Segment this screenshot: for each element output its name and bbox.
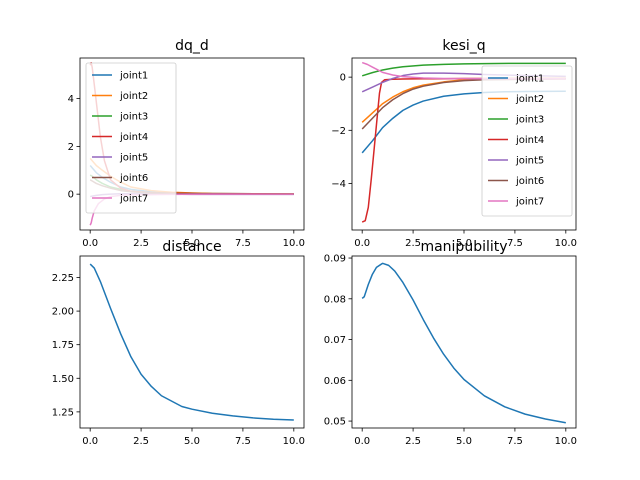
x-tick-label: 2.5 (133, 238, 149, 249)
y-tick-label: 1.75 (52, 340, 74, 351)
y-tick-label: 0 (340, 73, 346, 84)
x-tick-label: 0.0 (82, 436, 98, 447)
legend: joint1 joint2 joint3 joint4 joint5 joint6 join… (85, 62, 177, 214)
x-tick-label: 5.0 (184, 436, 200, 447)
y-tick-label: 0.09 (324, 254, 346, 265)
x-tick-label: 10.0 (283, 436, 305, 447)
y-tick-label: 2.00 (52, 307, 74, 318)
x-tick-label: 0.0 (354, 436, 370, 447)
subplot-distance: distance 0.0 2.5 5.0 7.5 10.0 1.25 1.50 1.75 2.0… (52, 239, 305, 447)
x-tick-label: 2.5 (405, 436, 421, 447)
series-line (89, 263, 294, 421)
x-tick-label: 0.0 (354, 238, 370, 249)
x-tick-label: 5.0 (456, 436, 472, 447)
axes-frame (351, 57, 577, 231)
axes-frame (351, 255, 577, 429)
x-tick-label: 2.5 (405, 238, 421, 249)
subplot-title: kesi_q (442, 38, 485, 54)
y-tick-label: 4 (68, 94, 74, 105)
plot-area (89, 263, 294, 421)
legend-label: joint5 (515, 156, 544, 167)
x-tick-label: 0.0 (82, 238, 98, 249)
legend-label: joint7 (119, 194, 148, 205)
subplot-kesi-q: kesi_q 0.0 2.5 5.0 7.5 10.0−4−20 joint1joint… (331, 38, 577, 249)
x-tick-label: 10.0 (555, 238, 577, 249)
x-tick-label: 2.5 (133, 436, 149, 447)
axis-ticks: 0.0 2.5 5.0 7.5 10.0 0 2 4 (68, 94, 305, 249)
axes-frame (79, 255, 305, 429)
y-tick-label: 0.05 (324, 417, 346, 428)
subplot-manipubility: manipubility 0.0 2.5 5.0 7.5 10.00.050.060.0… (324, 239, 577, 447)
x-tick-label: 10.0 (555, 436, 577, 447)
y-tick-label: 2 (68, 142, 74, 153)
subplot-title: manipubility (420, 239, 507, 255)
y-tick-label: 1.50 (52, 374, 74, 385)
y-tick-label: 0.07 (324, 335, 346, 346)
subplot-title: dq_d (175, 38, 209, 54)
y-tick-label: −2 (331, 126, 346, 137)
legend-label: joint5 (119, 153, 148, 164)
x-tick-label: 5.0 (184, 238, 200, 249)
axis-ticks: 0.0 2.5 5.0 7.5 10.0 1.25 1.50 1.75 2.00 2.25 (52, 273, 305, 447)
legend-box (481, 65, 573, 217)
legend-label: joint7 (515, 197, 544, 208)
x-tick-label: 7.5 (507, 436, 523, 447)
legend-label: joint4 (119, 132, 148, 143)
plot-area (361, 262, 566, 424)
series-line (361, 262, 566, 424)
x-tick-label: 7.5 (235, 436, 251, 447)
y-tick-label: −4 (331, 179, 346, 190)
x-tick-label: 7.5 (235, 238, 251, 249)
x-tick-label: 10.0 (283, 238, 305, 249)
legend-label: joint2 (119, 91, 148, 102)
y-tick-label: 0 (68, 190, 74, 201)
legend-box (85, 62, 177, 214)
legend-label: joint1 (119, 71, 148, 82)
legend: joint1 joint2 joint3 joint4 joint5 joint6 join… (481, 65, 573, 217)
legend-label: joint2 (515, 94, 544, 105)
axis-ticks: 0.0 2.5 5.0 7.5 10.0 −4 −2 0 (331, 73, 577, 249)
y-tick-label: 1.25 (52, 407, 74, 418)
legend-label: joint6 (119, 173, 148, 184)
legend-label: joint4 (515, 135, 544, 146)
legend-label: joint1 (515, 74, 544, 85)
x-tick-label: 5.0 (456, 238, 472, 249)
y-tick-label: 2.25 (52, 273, 74, 284)
y-tick-label: 0.06 (324, 376, 346, 387)
x-tick-label: 7.5 (507, 238, 523, 249)
legend-label: joint6 (515, 176, 544, 187)
axes-frame (79, 57, 305, 231)
legend-label: joint3 (119, 112, 148, 123)
legend-label: joint3 (515, 115, 544, 126)
y-tick-label: 0.08 (324, 294, 346, 305)
subplot-title: distance (162, 239, 221, 255)
axis-ticks: 0.0 2.5 5.0 7.5 10.0 0.05 0.06 0.07 0.08 0.09 (324, 254, 577, 447)
